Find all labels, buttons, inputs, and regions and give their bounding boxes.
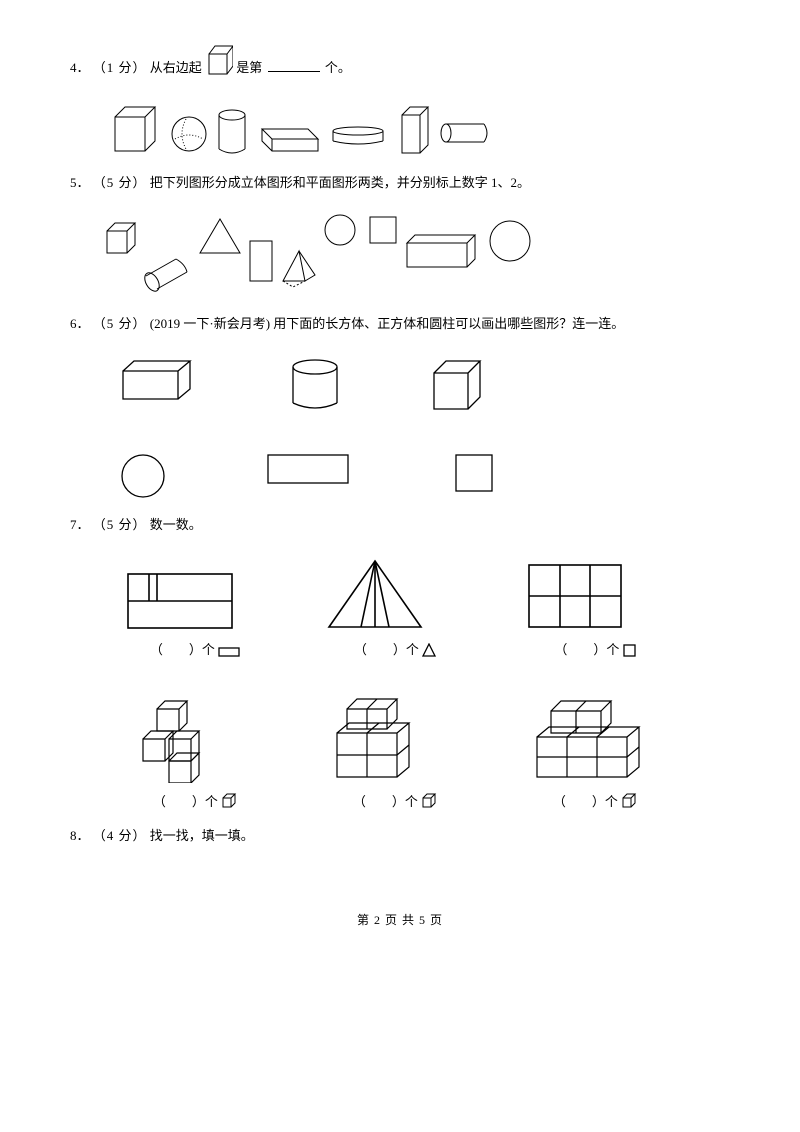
q4-points: （1 分） [93, 60, 147, 75]
cube-icon [205, 42, 233, 76]
q4-number: 4． [70, 54, 90, 83]
q7-tri-caption[interactable]: （ ）个 [354, 642, 419, 657]
q7-item-rect: （ ）个 [125, 571, 265, 658]
q4-blank[interactable] [268, 59, 320, 72]
q5-shapes-row [95, 213, 730, 298]
q5-number: 5． [70, 169, 90, 198]
question-6: 6． （5 分） (2019 一下·新会月考) 用下面的长方体、正方体和圆柱可以… [70, 310, 730, 339]
q7-row2: （ ）个 （ ）个 [125, 693, 730, 810]
q7-item-cubes-a: （ ）个 [125, 697, 265, 810]
cube-small-icon-3 [621, 793, 637, 809]
q7-cubes-c-caption[interactable]: （ ）个 [553, 794, 618, 809]
question-7: 7． （5 分） 数一数。 [70, 511, 730, 540]
q6-text: 用下面的长方体、正方体和圆柱可以画出哪些图形？连一连。 [273, 316, 624, 331]
q7-rect-caption[interactable]: （ ）个 [150, 642, 215, 657]
tri-small-icon [422, 643, 436, 657]
cube-small-icon-2 [421, 793, 437, 809]
rect-small-icon [218, 647, 240, 657]
square-icon [454, 453, 494, 499]
q7-row1: （ ）个 （ ）个 （ ）个 [125, 557, 730, 658]
q5-shapes-svg [95, 213, 555, 298]
q7-cubes-b-caption[interactable]: （ ）个 [353, 794, 418, 809]
q4-text-after-icon: 是第 [236, 60, 262, 75]
question-5: 5． （5 分） 把下列图形分成立体图形和平面图形两类，并分别标上数字 1、2。 [70, 169, 730, 198]
cuboid-icon [120, 359, 200, 413]
circle-icon [120, 453, 166, 499]
question-4: 4． （1 分） 从右边起 是第 个。 [70, 42, 730, 83]
cube-small-icon [221, 793, 237, 809]
page-footer: 第 2 页 共 5 页 [70, 911, 730, 958]
q4-text-after-blank: 个。 [325, 60, 351, 75]
q6-tag: (2019 一下·新会月考) [150, 316, 274, 331]
q8-number: 8． [70, 822, 90, 851]
q7-item-cubes-c: （ ）个 [525, 693, 665, 810]
q6-number: 6． [70, 310, 90, 339]
question-8: 8． （4 分） 找一找，填一填。 [70, 822, 730, 851]
q7-points: （5 分） [93, 517, 147, 532]
q4-text-before: 从右边起 [150, 60, 205, 75]
rectangle-icon [266, 453, 350, 499]
q4-shapes-row [110, 99, 730, 157]
q6-points: （5 分） [93, 316, 147, 331]
q5-text: 把下列图形分成立体图形和平面图形两类，并分别标上数字 1、2。 [150, 175, 530, 190]
q7-item-sq: （ ）个 [525, 561, 665, 658]
q7-item-tri: （ ）个 [325, 557, 465, 658]
q4-shapes-svg [110, 99, 530, 157]
q6-flats-row [120, 453, 730, 499]
sq-small-icon [623, 644, 636, 657]
cube-large-icon [430, 359, 484, 413]
q5-points: （5 分） [93, 175, 147, 190]
q8-points: （4 分） [93, 828, 147, 843]
q7-sq-caption[interactable]: （ ）个 [554, 642, 619, 657]
q7-cubes-a-caption[interactable]: （ ）个 [153, 794, 218, 809]
q7-number: 7． [70, 511, 90, 540]
cylinder-icon [290, 359, 340, 413]
q6-solids-row [120, 359, 730, 413]
q8-text: 找一找，填一填。 [150, 828, 254, 843]
q7-item-cubes-b: （ ）个 [325, 693, 465, 810]
q7-text: 数一数。 [150, 517, 202, 532]
